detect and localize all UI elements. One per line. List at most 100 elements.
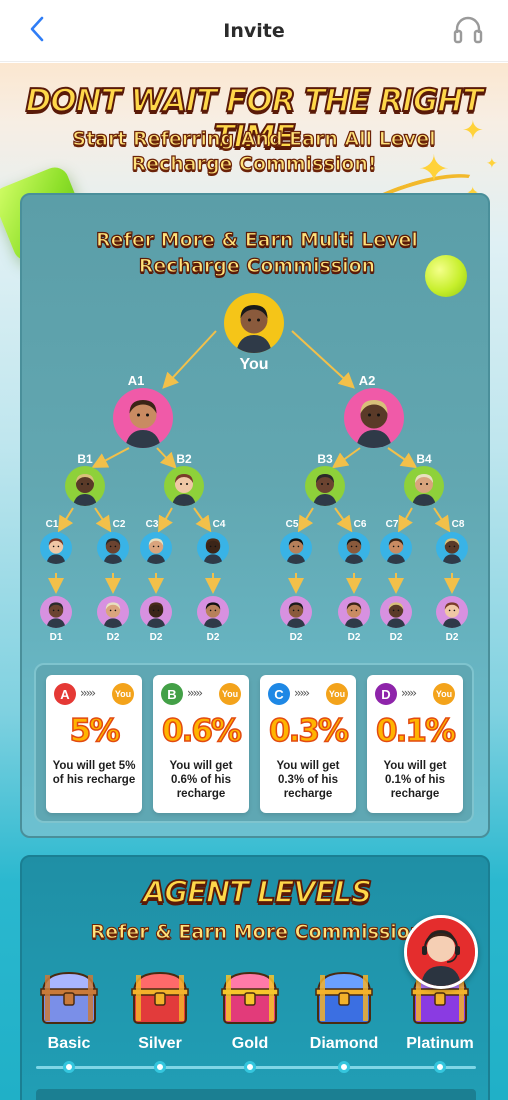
- treasure-chest-icon[interactable]: [128, 967, 192, 1027]
- level-c-avatar: [338, 532, 370, 564]
- level-c-avatar: [280, 532, 312, 564]
- avatar-icon: [344, 538, 364, 564]
- commission-card: B ››››› You 0.6% You will get 0.6% of his re…: [153, 675, 249, 813]
- level-d-avatar: [380, 596, 412, 628]
- avatar-icon: [73, 474, 97, 506]
- commission-percent: 5%: [69, 712, 121, 750]
- you-badge: You: [112, 683, 134, 705]
- level-a-label: A1: [127, 373, 145, 388]
- level-b-avatar: [65, 466, 105, 506]
- level-c-avatar: [97, 532, 129, 564]
- commission-cards-panel: A ››››› You 5% You will get 5% of his rechar…: [34, 663, 474, 823]
- level-b-label: B3: [317, 452, 333, 466]
- level-d-avatar: [197, 596, 229, 628]
- commission-card: D ››››› You 0.1% You will get 0.1% of his re…: [367, 675, 463, 813]
- level-dot[interactable]: [338, 1061, 350, 1073]
- customer-service-icon: [407, 918, 475, 986]
- you-badge: You: [326, 683, 348, 705]
- avatar-icon: [203, 602, 223, 628]
- root-avatar: [224, 293, 284, 353]
- level-d-label: D2: [289, 632, 303, 643]
- level-c-avatar: [40, 532, 72, 564]
- commission-description: You will get 0.6% of his recharge: [169, 760, 233, 800]
- treasure-chest-icon[interactable]: [312, 967, 376, 1027]
- level-d-avatar: [436, 596, 468, 628]
- customer-service-button[interactable]: [404, 915, 478, 989]
- avatar-icon: [46, 538, 66, 564]
- level-c-avatar: [436, 532, 468, 564]
- level-badge: A: [54, 683, 76, 705]
- commission-percent: 0.3%: [268, 712, 349, 750]
- hero-subtitle: Start Referring And Earn All Level Recha…: [60, 127, 448, 177]
- invite-content: ✦ ✦ ✦ ✦ DONT WAIT FOR THE RIGHT TIME Sta…: [0, 63, 508, 1100]
- level-c-label: C1: [45, 519, 59, 530]
- hero-banner: DONT WAIT FOR THE RIGHT TIME: [25, 82, 485, 156]
- avatar-icon: [203, 538, 223, 564]
- back-button[interactable]: [22, 14, 52, 44]
- level-badge: D: [375, 683, 397, 705]
- avatar-icon: [386, 602, 406, 628]
- level-d-label: D2: [389, 632, 403, 643]
- avatar-icon: [344, 602, 364, 628]
- commission-percent: 0.6%: [161, 712, 242, 750]
- level-b-avatar: [404, 466, 444, 506]
- treasure-chest-icon[interactable]: [218, 967, 282, 1027]
- commission-card: A ››››› You 5% You will get 5% of his rechar…: [46, 675, 142, 813]
- sparkle-icon: ✦: [486, 155, 498, 171]
- level-b-avatar: [164, 466, 204, 506]
- avatar-icon: [236, 305, 272, 353]
- treasure-chest-icon[interactable]: [37, 967, 101, 1027]
- chevrons-right-icon: ›››››: [401, 686, 417, 700]
- headphones-icon: [453, 16, 483, 44]
- agent-level-label: Platinum: [406, 1035, 474, 1052]
- commission-percent: 0.1%: [375, 712, 456, 750]
- avatar-icon: [386, 538, 406, 564]
- level-d-avatar: [40, 596, 72, 628]
- level-c-label: C8: [451, 519, 465, 530]
- agent-level-label: Diamond: [309, 1035, 379, 1052]
- level-c-label: C7: [385, 519, 399, 530]
- level-d-label: D2: [106, 632, 120, 643]
- avatar-icon: [442, 602, 462, 628]
- level-badge: B: [161, 683, 183, 705]
- support-button[interactable]: [452, 14, 484, 46]
- avatar-icon: [146, 602, 166, 628]
- level-d-label: D2: [445, 632, 459, 643]
- avatar-icon: [172, 474, 196, 506]
- level-c-label: C6: [353, 519, 367, 530]
- level-d-label: D2: [347, 632, 361, 643]
- tree-arrow: [158, 507, 173, 533]
- avatar-icon: [286, 602, 306, 628]
- level-d-label: D1: [49, 632, 63, 643]
- level-c-avatar: [140, 532, 172, 564]
- tree-arrow: [91, 447, 130, 468]
- you-badge: You: [219, 683, 241, 705]
- level-c-label: C3: [145, 519, 159, 530]
- level-b-label: B4: [416, 452, 432, 466]
- level-b-label: B1: [77, 452, 93, 466]
- tree-title: Refer More & Earn Multi Level Recharge C…: [22, 227, 492, 279]
- agent-levels-panel: AGENT LEVELS Refer & Earn More Commissio…: [20, 855, 490, 1100]
- tree-arrow: [398, 507, 413, 533]
- level-d-avatar: [280, 596, 312, 628]
- level-dot[interactable]: [63, 1061, 75, 1073]
- avatar-icon: [356, 400, 392, 448]
- agent-levels-title: AGENT LEVELS: [142, 874, 373, 910]
- tree-arrow: [162, 330, 217, 389]
- level-d-label: D2: [149, 632, 163, 643]
- level-c-avatar: [380, 532, 412, 564]
- decorative-ball: [425, 255, 467, 297]
- referral-tree-diagram: [48, 330, 460, 594]
- agent-level-label: Silver: [138, 1035, 182, 1052]
- level-dot[interactable]: [244, 1061, 256, 1073]
- agent-level-label: Basic: [47, 1035, 91, 1052]
- tree-arrow: [291, 330, 355, 389]
- level-progress-line: [36, 1066, 476, 1069]
- level-dot[interactable]: [154, 1061, 166, 1073]
- level-c-label: C4: [212, 519, 226, 530]
- level-c-label: C2: [112, 519, 126, 530]
- level-d-label: D2: [206, 632, 220, 643]
- level-a-label: A2: [358, 373, 376, 388]
- level-dot[interactable]: [434, 1061, 446, 1073]
- commission-description: You will get 0.1% of his recharge: [383, 760, 447, 800]
